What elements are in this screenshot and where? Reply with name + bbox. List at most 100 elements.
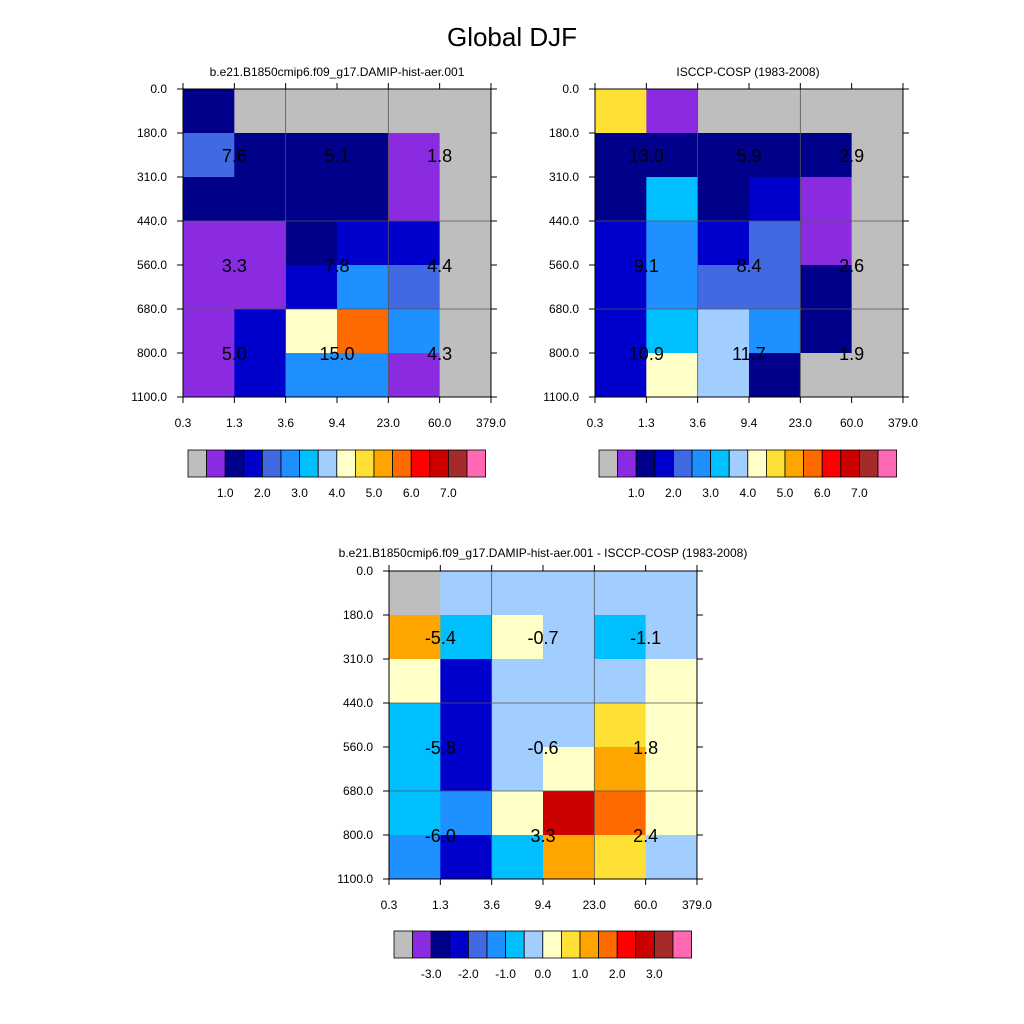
heatmap-cell (388, 265, 441, 310)
colorbar-label: 2.0 (609, 967, 626, 981)
colorbar-box (317, 449, 338, 478)
cell-value-label: 1.8 (633, 738, 658, 758)
colorbar-box (430, 930, 451, 959)
x-tick-label: 1.3 (638, 416, 655, 430)
heatmap-cell (440, 791, 493, 836)
heatmap-cell (183, 353, 235, 398)
heatmap-cell (388, 353, 441, 398)
heatmap-cell (697, 353, 750, 398)
colorbar-box (410, 449, 431, 478)
cell-value-label: 5.0 (222, 344, 247, 364)
heatmap-cell (491, 791, 544, 836)
x-tick-label: 9.4 (535, 898, 552, 912)
colorbar-box (654, 930, 674, 959)
heatmap-cell (389, 571, 441, 616)
colorbar-box (449, 930, 469, 959)
colorbar-box (635, 449, 656, 478)
colorbar-box (672, 930, 693, 959)
heatmap-cell (336, 133, 389, 178)
heatmap-cell (542, 703, 595, 748)
colorbar-box (840, 449, 860, 478)
heatmap-cell (183, 89, 235, 134)
colorbar-label: 3.0 (702, 486, 719, 500)
y-tick-label: 310.0 (549, 170, 579, 184)
heatmap-cell (594, 615, 647, 660)
heatmap-cell (388, 89, 441, 134)
heatmap-cell (697, 89, 750, 134)
y-tick-label: 0.0 (150, 82, 167, 96)
heatmap-cell (285, 353, 338, 398)
heatmap-cell (234, 353, 287, 398)
heatmap-cell (389, 835, 441, 880)
heatmap-cell (800, 133, 853, 178)
cell-value-label: -5.4 (425, 628, 456, 648)
panel-difference: b.e21.B1850cmip6.f09_g17.DAMIP-hist-aer.… (337, 546, 747, 981)
heatmap-cell (645, 747, 698, 792)
heatmap-cell (183, 133, 235, 178)
colorbar-box (261, 449, 282, 478)
colorbar-box (710, 449, 730, 478)
x-tick-label: 9.4 (741, 416, 758, 430)
panel-model-plot: 0.3 1.3 3.6 9.4 23.0 60.0 379.0 0.0 180.0 310.0 44… (131, 82, 506, 500)
heatmap-cell (697, 177, 750, 222)
heatmap-cell (542, 791, 595, 836)
heatmap-cell (646, 309, 699, 354)
x-tick-label: 9.4 (329, 416, 346, 430)
colorbar-box (486, 930, 507, 959)
panel-observation-plot: 0.3 1.3 3.6 9.4 23.0 60.0 379.0 0.0 180.0 310.0 44… (543, 82, 918, 500)
heatmap-cell (388, 177, 441, 222)
colorbar-label: 2.0 (665, 486, 682, 500)
cell-value-label: 3.3 (222, 256, 247, 276)
heatmap-cell (595, 89, 647, 134)
heatmap-cell (595, 177, 647, 222)
colorbar-box (821, 449, 842, 478)
heatmap-cell (646, 265, 699, 310)
heatmap-cell (389, 615, 441, 660)
heatmap-cell (595, 133, 647, 178)
y-tick-label: 1100.0 (337, 872, 373, 886)
colorbar-label: 7.0 (851, 486, 868, 500)
colorbar-box (429, 449, 449, 478)
heatmap-cell (183, 265, 235, 310)
heatmap-cell (645, 791, 698, 836)
cell-value-label: 2.9 (839, 146, 864, 166)
heatmap-cell (389, 747, 441, 792)
x-tick-label: 1.3 (226, 416, 243, 430)
y-tick-label: 180.0 (343, 608, 373, 622)
heatmap-cell (285, 177, 338, 222)
heatmap-cell (336, 177, 389, 222)
colorbar-box (299, 449, 319, 478)
heatmap-cell (851, 177, 904, 222)
cell-value-label: 11.7 (732, 344, 766, 364)
heatmap-cell (697, 221, 750, 266)
colorbar-label: 4.0 (739, 486, 756, 500)
cell-value-label: 7.6 (222, 146, 247, 166)
heatmap-cell (851, 89, 904, 134)
panel-difference-title: b.e21.B1850cmip6.f09_g17.DAMIP-hist-aer.… (339, 546, 748, 560)
colorbar-label: 2.0 (254, 486, 271, 500)
colorbar-label: -3.0 (421, 967, 442, 981)
heatmap-cell (336, 89, 389, 134)
colorbar-box (505, 930, 525, 959)
heatmap-cell (800, 221, 853, 266)
x-tick-label: 3.6 (689, 416, 706, 430)
colorbar-label: 6.0 (403, 486, 420, 500)
colorbar-label: -1.0 (495, 967, 516, 981)
heatmap-cell (336, 353, 389, 398)
heatmap-cell (542, 571, 595, 616)
heatmap-cell (285, 221, 338, 266)
heatmap-cell (697, 133, 750, 178)
colorbar-box (654, 449, 674, 478)
cell-value-label: 1.9 (839, 344, 864, 364)
colorbar-box (561, 930, 581, 959)
y-tick-label: 680.0 (549, 302, 579, 316)
colorbar-label: 5.0 (777, 486, 794, 500)
colorbar-label: 5.0 (366, 486, 383, 500)
heatmap-cell (234, 265, 287, 310)
colorbar-box (447, 449, 468, 478)
heatmap-cell (336, 309, 389, 354)
heatmap-cell (542, 659, 595, 704)
colorbar-box (728, 449, 749, 478)
heatmap-cell (491, 571, 544, 616)
colorbar-box (691, 449, 712, 478)
